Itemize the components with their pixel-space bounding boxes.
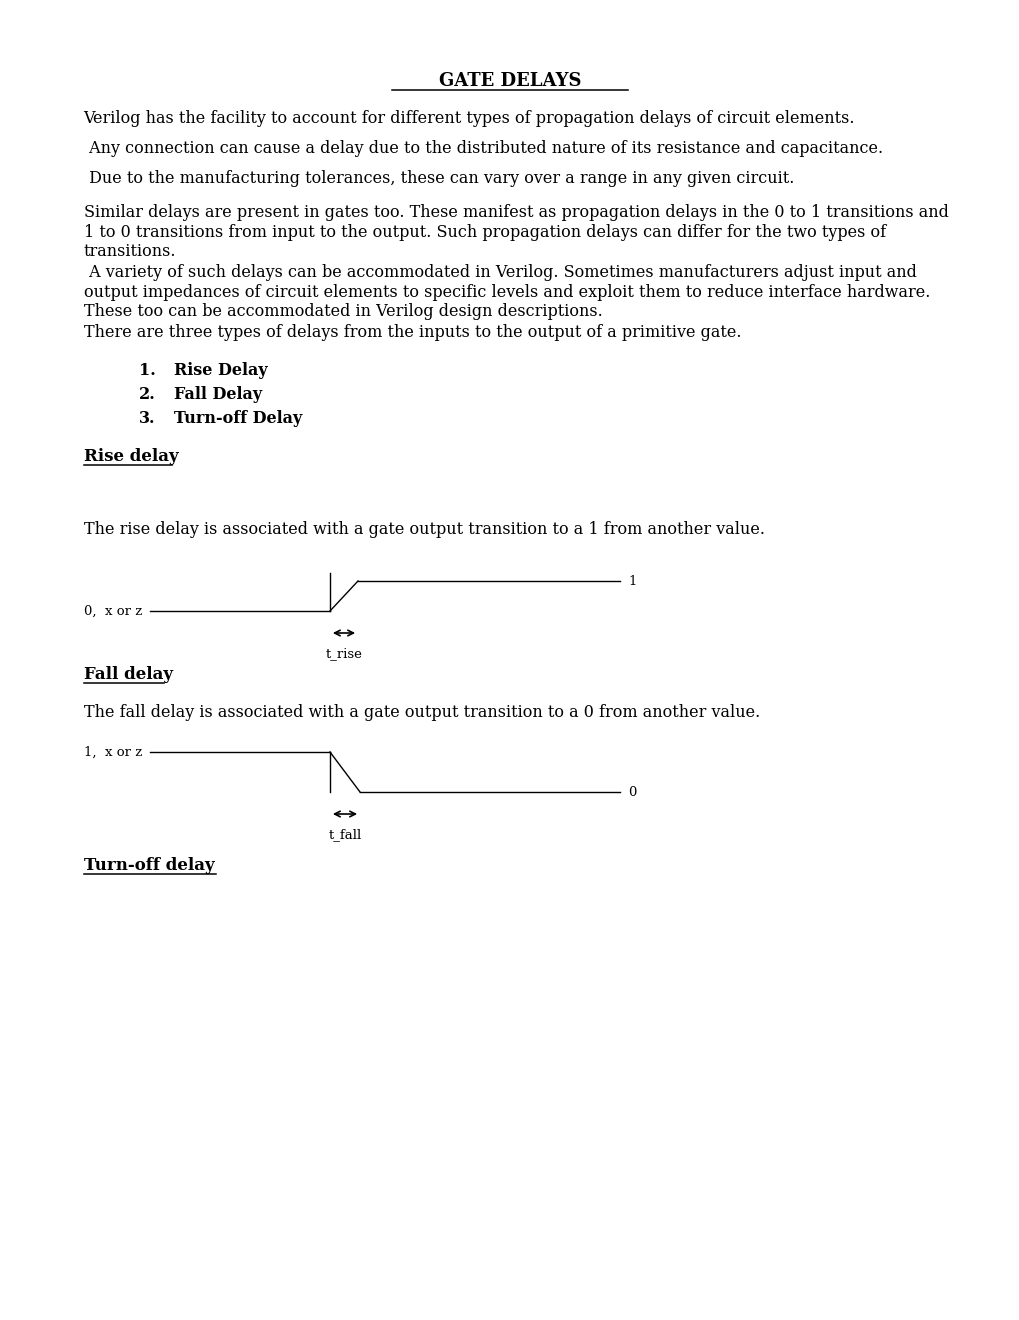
Text: A variety of such delays can be accommodated in Verilog. Sometimes manufacturers: A variety of such delays can be accommod… xyxy=(84,264,929,321)
Text: The fall delay is associated with a gate output transition to a 0 from another v: The fall delay is associated with a gate… xyxy=(84,704,759,721)
Text: Rise Delay: Rise Delay xyxy=(173,362,267,379)
Text: t_fall: t_fall xyxy=(328,828,362,841)
Text: Fall delay: Fall delay xyxy=(84,667,172,682)
Text: Rise delay: Rise delay xyxy=(84,447,178,465)
Text: 1,  x or z: 1, x or z xyxy=(84,746,142,759)
Text: 0,  x or z: 0, x or z xyxy=(84,605,142,618)
Text: 1.: 1. xyxy=(139,362,155,379)
Text: 0: 0 xyxy=(628,785,636,799)
Text: Due to the manufacturing tolerances, these can vary over a range in any given ci: Due to the manufacturing tolerances, the… xyxy=(84,170,793,187)
Text: The rise delay is associated with a gate output transition to a 1 from another v: The rise delay is associated with a gate… xyxy=(84,521,764,539)
Text: Similar delays are present in gates too. These manifest as propagation delays in: Similar delays are present in gates too.… xyxy=(84,205,948,260)
Text: Any connection can cause a delay due to the distributed nature of its resistance: Any connection can cause a delay due to … xyxy=(84,140,881,157)
Text: Turn-off delay: Turn-off delay xyxy=(84,857,214,874)
Text: Verilog has the facility to account for different types of propagation delays of: Verilog has the facility to account for … xyxy=(84,110,854,127)
Text: There are three types of delays from the inputs to the output of a primitive gat: There are three types of delays from the… xyxy=(84,323,741,341)
Text: 1: 1 xyxy=(628,576,636,587)
Text: 2.: 2. xyxy=(139,385,155,403)
Text: 3.: 3. xyxy=(139,411,155,426)
Text: t_rise: t_rise xyxy=(325,647,362,660)
Text: Fall Delay: Fall Delay xyxy=(173,385,262,403)
Text: GATE DELAYS: GATE DELAYS xyxy=(438,73,581,90)
Text: Turn-off Delay: Turn-off Delay xyxy=(173,411,302,426)
